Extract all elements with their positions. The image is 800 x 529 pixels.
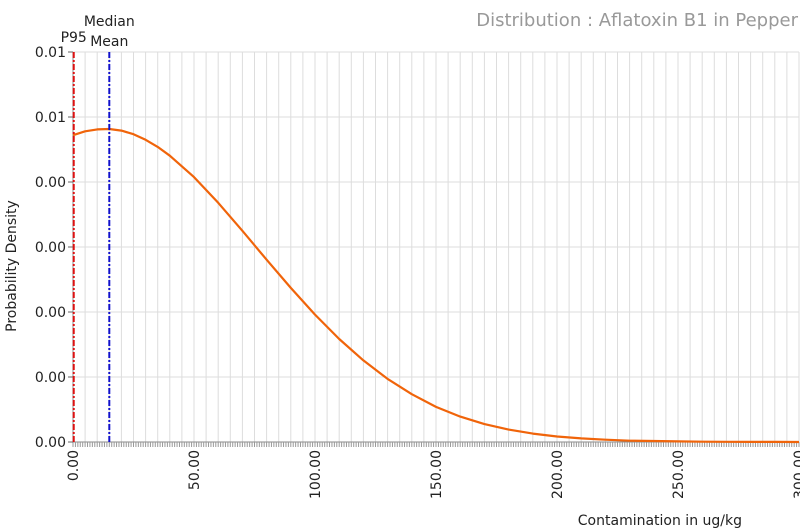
marker-label-p95: P95: [61, 30, 87, 46]
y-tick-label: 0.00: [35, 305, 66, 321]
y-tick-label: 0.01: [35, 110, 66, 126]
x-tick-label: 0.00: [66, 450, 82, 481]
y-tick-label: 0.00: [35, 240, 66, 256]
y-tick-labels: 0.00 0.00 0.00 0.00 0.00 0.01 0.01: [35, 45, 66, 451]
y-tick-label: 0.01: [35, 45, 66, 61]
series-layer: [72, 127, 800, 444]
x-axis-label: Contamination in ug/kg: [578, 513, 742, 529]
chart-title: Distribution : Aflatoxin B1 in Pepper: [476, 10, 798, 31]
marker-label-median: Median: [84, 14, 135, 30]
y-tick-label: 0.00: [35, 370, 66, 386]
marker-label-mean: Mean: [90, 34, 128, 50]
x-tick-label: 100.00: [308, 450, 324, 499]
y-tick-label: 0.00: [35, 175, 66, 191]
x-tick-label: 200.00: [550, 450, 566, 499]
y-tick-label: 0.00: [35, 435, 66, 451]
x-tick-label: 50.00: [187, 450, 203, 490]
x-tick-label: 300.00: [792, 450, 800, 499]
x-tick-label: 250.00: [671, 450, 687, 499]
x-tick-labels: 0.00 50.00 100.00 150.00 200.00 250.00 300.00: [66, 450, 800, 499]
grid-lines: [68, 51, 800, 447]
density-curve: [72, 127, 800, 444]
x-tick-label: 150.00: [429, 450, 445, 499]
y-axis-label: Probability Density: [4, 200, 20, 332]
